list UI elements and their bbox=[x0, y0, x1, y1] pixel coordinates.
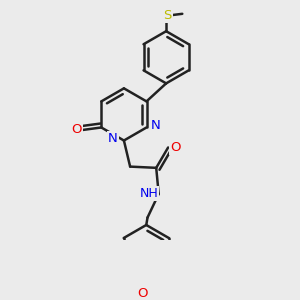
Text: N: N bbox=[151, 119, 161, 132]
Text: O: O bbox=[71, 124, 82, 136]
Text: S: S bbox=[163, 9, 172, 22]
Text: O: O bbox=[137, 287, 148, 300]
Text: O: O bbox=[170, 141, 180, 154]
Text: N: N bbox=[108, 132, 118, 145]
Text: NH: NH bbox=[140, 187, 158, 200]
